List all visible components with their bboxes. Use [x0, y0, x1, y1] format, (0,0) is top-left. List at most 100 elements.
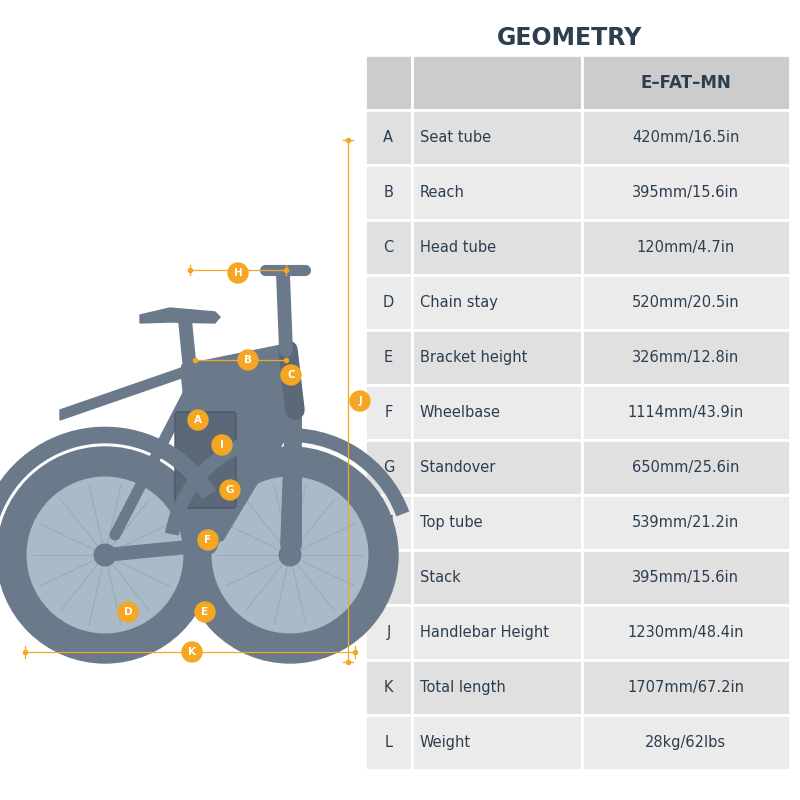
Text: Bracket height: Bracket height: [420, 350, 527, 365]
Text: Reach: Reach: [420, 185, 465, 200]
Circle shape: [220, 480, 240, 500]
Circle shape: [188, 410, 208, 430]
Circle shape: [228, 263, 248, 283]
Bar: [365, 55, 412, 110]
Text: C: C: [287, 370, 295, 380]
Bar: [412, 495, 582, 550]
Text: GEOMETRY: GEOMETRY: [498, 26, 642, 50]
Text: Stack: Stack: [420, 570, 461, 585]
Circle shape: [212, 435, 232, 455]
Bar: [365, 385, 412, 440]
Bar: [412, 110, 582, 165]
Circle shape: [238, 350, 258, 370]
Bar: [412, 220, 582, 275]
Circle shape: [118, 602, 138, 622]
Text: J: J: [358, 396, 362, 406]
Text: Total length: Total length: [420, 680, 506, 695]
Text: D: D: [124, 607, 132, 617]
Bar: [582, 715, 790, 770]
Text: E–FAT–MN: E–FAT–MN: [641, 74, 731, 91]
Text: A: A: [194, 415, 202, 425]
Circle shape: [350, 391, 370, 411]
Text: F: F: [205, 535, 211, 545]
Polygon shape: [182, 350, 303, 545]
Text: Wheelbase: Wheelbase: [420, 405, 501, 420]
Bar: [365, 550, 412, 605]
Text: 1230mm/48.4in: 1230mm/48.4in: [628, 625, 744, 640]
Circle shape: [182, 642, 202, 662]
Text: 326mm/12.8in: 326mm/12.8in: [632, 350, 739, 365]
Bar: [412, 165, 582, 220]
Bar: [412, 385, 582, 440]
Bar: [582, 165, 790, 220]
Text: C: C: [383, 240, 394, 255]
Text: 1707mm/67.2in: 1707mm/67.2in: [627, 680, 744, 695]
FancyBboxPatch shape: [175, 412, 236, 508]
Bar: [582, 55, 790, 110]
Bar: [412, 550, 582, 605]
Circle shape: [212, 478, 368, 633]
Text: Standover: Standover: [420, 460, 495, 475]
Text: 28kg/62lbs: 28kg/62lbs: [646, 735, 726, 750]
Bar: [582, 275, 790, 330]
Circle shape: [279, 544, 301, 566]
Text: E: E: [384, 350, 393, 365]
Text: Weight: Weight: [420, 735, 471, 750]
Text: H: H: [383, 515, 394, 530]
Bar: [412, 330, 582, 385]
Text: B: B: [244, 355, 252, 365]
Bar: [582, 440, 790, 495]
Text: 395mm/15.6in: 395mm/15.6in: [632, 570, 739, 585]
Text: 395mm/15.6in: 395mm/15.6in: [632, 185, 739, 200]
Text: Chain stay: Chain stay: [420, 295, 498, 310]
Bar: [412, 55, 582, 110]
Bar: [582, 605, 790, 660]
Text: 650mm/25.6in: 650mm/25.6in: [632, 460, 739, 475]
Bar: [365, 165, 412, 220]
Bar: [582, 660, 790, 715]
Bar: [582, 220, 790, 275]
Bar: [365, 715, 412, 770]
Text: L: L: [384, 735, 392, 750]
Text: I: I: [220, 440, 224, 450]
Circle shape: [94, 544, 116, 566]
Circle shape: [27, 478, 182, 633]
Text: 539mm/21.2in: 539mm/21.2in: [632, 515, 739, 530]
Text: D: D: [382, 295, 394, 310]
Text: A: A: [383, 130, 394, 145]
Bar: [582, 550, 790, 605]
Bar: [582, 495, 790, 550]
Text: Handlebar Height: Handlebar Height: [420, 625, 549, 640]
Bar: [365, 275, 412, 330]
Bar: [365, 495, 412, 550]
Bar: [412, 715, 582, 770]
Text: 1114mm/43.9in: 1114mm/43.9in: [628, 405, 744, 420]
Bar: [582, 110, 790, 165]
Circle shape: [182, 447, 398, 663]
Bar: [365, 605, 412, 660]
Text: Seat tube: Seat tube: [420, 130, 491, 145]
Bar: [412, 605, 582, 660]
Text: 520mm/20.5in: 520mm/20.5in: [632, 295, 740, 310]
Text: G: G: [382, 460, 394, 475]
Bar: [582, 330, 790, 385]
Circle shape: [281, 365, 301, 385]
Bar: [412, 660, 582, 715]
Text: 420mm/16.5in: 420mm/16.5in: [632, 130, 739, 145]
Text: E: E: [202, 607, 209, 617]
Bar: [365, 110, 412, 165]
Text: Head tube: Head tube: [420, 240, 496, 255]
Bar: [365, 330, 412, 385]
Circle shape: [0, 447, 213, 663]
Text: G: G: [226, 485, 234, 495]
Text: K: K: [188, 647, 196, 657]
Text: F: F: [384, 405, 393, 420]
Text: 120mm/4.7in: 120mm/4.7in: [637, 240, 735, 255]
Bar: [365, 220, 412, 275]
Circle shape: [198, 530, 218, 550]
Text: K: K: [384, 680, 393, 695]
Bar: [365, 440, 412, 495]
Bar: [365, 660, 412, 715]
Bar: [412, 440, 582, 495]
Bar: [582, 385, 790, 440]
